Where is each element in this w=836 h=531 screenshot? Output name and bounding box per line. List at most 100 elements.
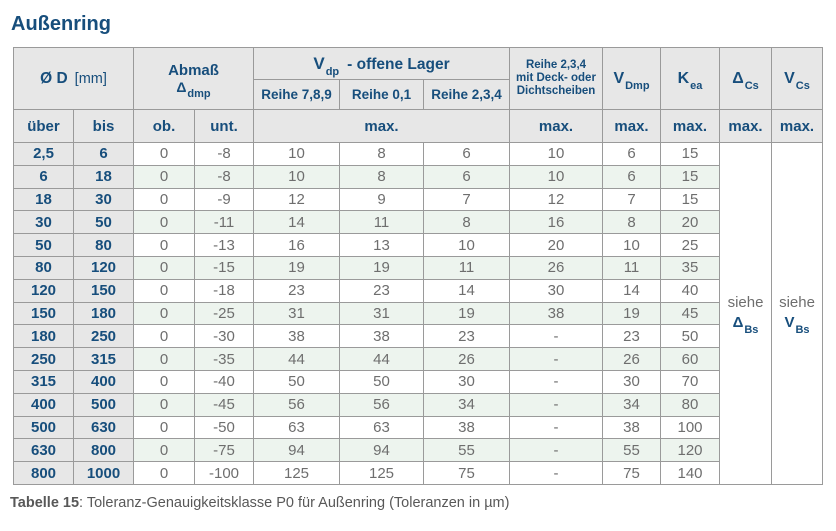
table-cell: 125 <box>339 461 424 485</box>
table-cell: 0 <box>133 255 195 280</box>
table-header: Ø D [mm] Abmaß Δdmp Vdp - offene Lager Rei… <box>13 47 823 143</box>
table-cell: 120 <box>660 438 720 463</box>
table-cell: 19 <box>253 255 340 280</box>
table-caption: Tabelle 15: Toleranz-Genauigkeitsklasse … <box>10 495 509 511</box>
header-abmass-label: Abmaß <box>168 61 219 79</box>
table-cell: 44 <box>253 347 340 371</box>
table-cell: 56 <box>253 392 340 417</box>
table-cell: 26 <box>423 347 510 371</box>
header-diameter: Ø D [mm] <box>13 47 134 110</box>
table-cell: - <box>509 347 603 371</box>
table-cell: 10 <box>602 233 661 257</box>
table-cell: 26 <box>602 347 661 371</box>
header-vcs: VCs <box>771 47 823 110</box>
table-row: 630 800 0 -75 94 94 55-55 120 <box>13 438 823 463</box>
see-word: siehe <box>779 294 815 312</box>
table-row: 120 150 0 -18 23 23 14 30 14 40 <box>13 278 823 303</box>
table-cell: 0 <box>133 438 195 463</box>
table-row: 500 630 0 -50 63 63 38-38 100 <box>13 415 823 440</box>
table-row: 315 400 0 -40 50 50 30-30 70 <box>13 369 823 394</box>
table-cell: 31 <box>339 301 424 326</box>
table-cell: 0 <box>133 392 195 417</box>
table-row: 18 30 0 -9 12 9 7 12 7 15 <box>13 187 823 212</box>
header-max-kea: max. <box>660 109 720 143</box>
table-cell: 16 <box>253 233 340 257</box>
table-cell: -13 <box>194 233 254 257</box>
table-cell: 45 <box>660 301 720 326</box>
table-cell: -40 <box>194 369 254 394</box>
table-cell: 80 <box>73 233 134 257</box>
header-reihe-01: Reihe 0,1 <box>339 79 424 110</box>
table-cell: 9 <box>339 187 424 212</box>
table-cell: 80 <box>660 392 720 417</box>
table-cell: - <box>509 369 603 394</box>
see-reference-cell: siehe VBs <box>771 142 823 485</box>
table-cell: 44 <box>339 347 424 371</box>
tolerance-table: Ø D [mm] Abmaß Δdmp Vdp - offene Lager Rei… <box>13 47 823 485</box>
header-row-reihen: Reihe 7,8,9 Reihe 0,1 Reihe 2,3,4 <box>14 79 823 110</box>
header-unt: unt. <box>194 109 254 143</box>
header-max-deck: max. <box>509 109 603 143</box>
see-word: siehe <box>727 294 764 312</box>
table-cell: 8 <box>423 210 510 235</box>
table-cell: 14 <box>602 278 661 303</box>
table-cell: 11 <box>423 255 510 280</box>
table-cell: 150 <box>73 278 134 303</box>
header-row-groups: Ø D [mm] Abmaß Δdmp Vdp - offene Lager Rei… <box>13 47 823 110</box>
table-cell: 400 <box>13 392 74 417</box>
table-cell: 30 <box>423 369 510 394</box>
table-cell: 15 <box>660 142 720 166</box>
table-cell: 6 <box>423 164 510 189</box>
table-cell: 23 <box>339 278 424 303</box>
table-cell: 120 <box>73 255 134 280</box>
header-row-labels: über bis ob. unt. max. max. max. max. ma… <box>13 109 823 143</box>
table-cell: 10 <box>253 164 340 189</box>
header-abmass-symbol: Δdmp <box>176 78 211 101</box>
table-cell: 34 <box>602 392 661 417</box>
table-cell: 100 <box>660 415 720 440</box>
table-cell: -50 <box>194 415 254 440</box>
table-cell: 25 <box>660 233 720 257</box>
table-cell: 19 <box>423 301 510 326</box>
see-reference-cell: siehe ΔBs <box>719 142 772 485</box>
table-cell: 38 <box>602 415 661 440</box>
table-cell: - <box>509 392 603 417</box>
table-cell: -35 <box>194 347 254 371</box>
table-cell: 250 <box>13 347 74 371</box>
header-ob: ob. <box>133 109 195 143</box>
table-row: 180 250 0 -30 38 38 23-23 50 <box>13 324 823 349</box>
table-cell: 125 <box>253 461 340 485</box>
table-cell: 0 <box>133 301 195 326</box>
table-cell: 6 <box>602 142 661 166</box>
table-cell: 8 <box>339 164 424 189</box>
table-cell: 8 <box>602 210 661 235</box>
see-symbol: VBs <box>784 314 810 337</box>
header-max-vdp: max. <box>253 109 510 143</box>
table-cell: 11 <box>602 255 661 280</box>
table-cell: 1000 <box>73 461 134 485</box>
table-cell: 26 <box>509 255 603 280</box>
table-cell: 50 <box>660 324 720 349</box>
table-cell: 2,5 <box>13 142 74 166</box>
table-cell: 500 <box>73 392 134 417</box>
header-ueber: über <box>13 109 74 143</box>
table-cell: 75 <box>602 461 661 485</box>
table-cell: 23 <box>602 324 661 349</box>
table-cell: 800 <box>13 461 74 485</box>
table-cell: 0 <box>133 415 195 440</box>
table-cell: 0 <box>133 233 195 257</box>
table-cell: 630 <box>73 415 134 440</box>
table-cell: 16 <box>509 210 603 235</box>
table-cell: 10 <box>253 142 340 166</box>
table-cell: 315 <box>73 347 134 371</box>
table-cell: 23 <box>253 278 340 303</box>
table-cell: 6 <box>423 142 510 166</box>
table-cell: 0 <box>133 187 195 212</box>
table-cell: 18 <box>13 187 74 212</box>
table-cell: -18 <box>194 278 254 303</box>
table-cell: 12 <box>253 187 340 212</box>
table-cell: 14 <box>253 210 340 235</box>
table-cell: 250 <box>73 324 134 349</box>
table-cell: 14 <box>423 278 510 303</box>
header-max-vdmp: max. <box>602 109 661 143</box>
